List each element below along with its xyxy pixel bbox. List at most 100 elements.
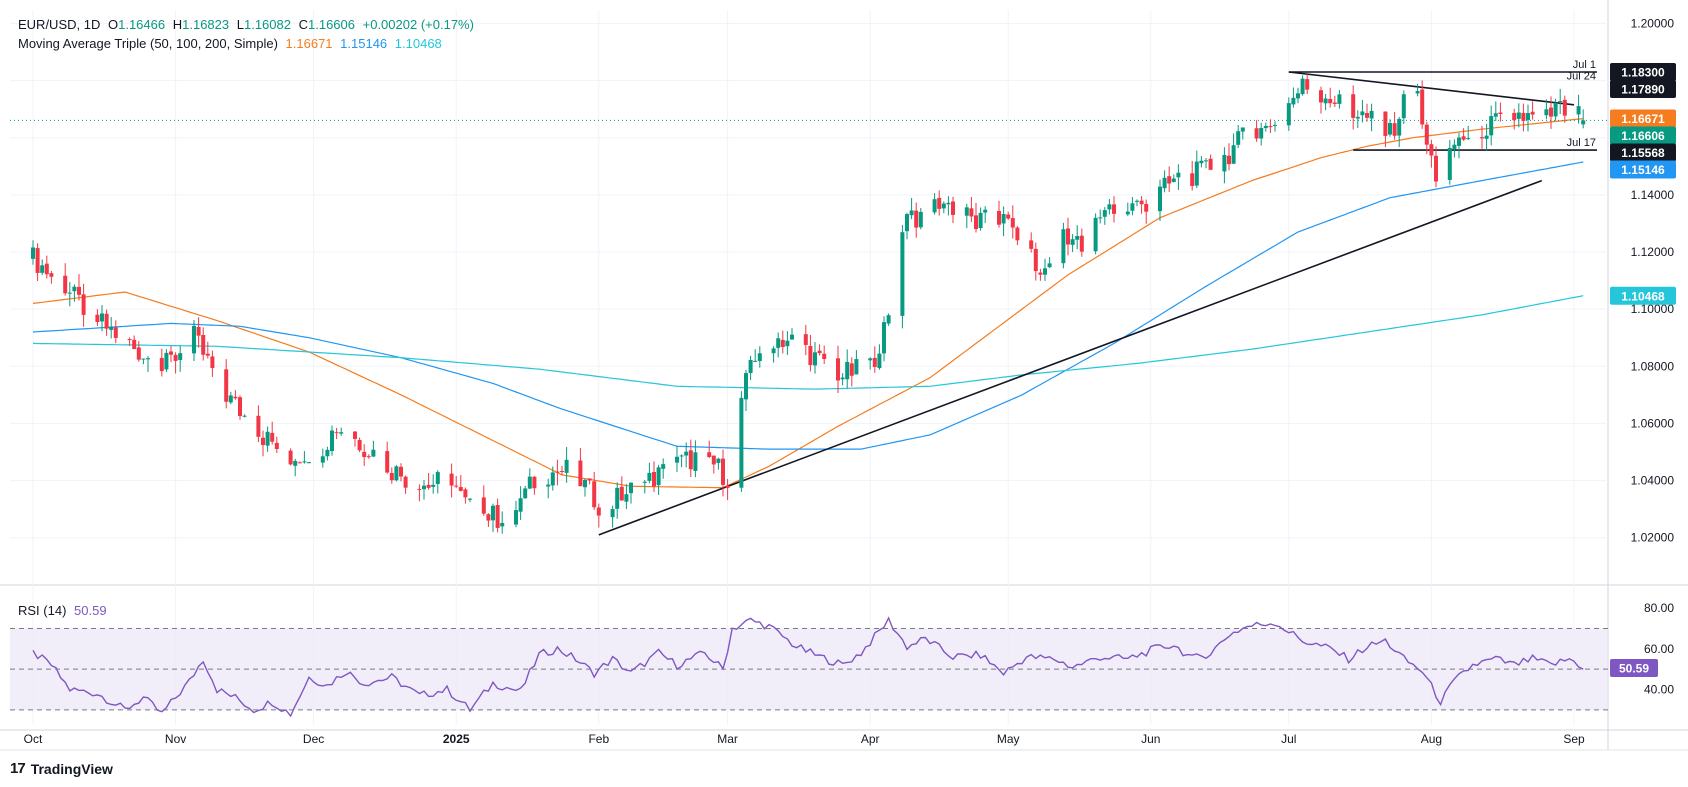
candle-body — [399, 466, 403, 477]
candle-body — [1167, 176, 1172, 184]
candle-body — [1576, 106, 1581, 115]
candle-body — [196, 326, 201, 336]
candle-body — [1328, 98, 1333, 104]
candle-body — [40, 265, 45, 273]
candle-body — [334, 432, 339, 434]
candle-body — [265, 431, 270, 446]
ma-title[interactable]: Moving Average Triple (50, 100, 200, Sim… — [18, 36, 278, 51]
candle-body — [495, 505, 500, 528]
candle-body — [918, 211, 923, 228]
candle-body — [1493, 113, 1498, 117]
time-axis[interactable]: Oct Nov Dec 2025 Feb Mar Apr May Jun Jul Aug Sep — [24, 732, 1585, 746]
ohlc-legend[interactable]: EUR/USD, 1D O1.16466 H1.16823 L1.16082 C… — [18, 17, 474, 32]
price-tick-label: 1.20000 — [1631, 16, 1675, 30]
candle-body — [454, 485, 459, 487]
candle-body — [1401, 94, 1406, 119]
candle-body — [1484, 135, 1489, 139]
candle-body — [684, 451, 689, 456]
candle-body — [353, 431, 357, 439]
moving-average-lines — [32, 118, 1584, 489]
candle-body — [518, 498, 523, 512]
candle-body — [1553, 102, 1558, 117]
candle-body — [964, 207, 969, 216]
candle-body — [1254, 128, 1259, 139]
candle-body — [877, 353, 882, 369]
time-tick-label: Apr — [861, 732, 880, 746]
candle-body — [72, 286, 77, 292]
time-tick-label: 2025 — [443, 732, 470, 746]
tradingview-branding[interactable]: 17 TradingView — [10, 760, 113, 777]
ma-legend[interactable]: Moving Average Triple (50, 100, 200, Sim… — [18, 36, 442, 51]
candle-body — [1415, 91, 1420, 94]
candle-body — [491, 505, 495, 521]
candle-body — [785, 340, 790, 347]
candle-body — [1033, 248, 1038, 272]
candle-body — [693, 452, 698, 471]
candle-body — [868, 358, 873, 361]
candle-body — [1526, 113, 1530, 120]
candle-body — [1158, 186, 1162, 212]
candle-body — [173, 354, 178, 361]
ma50-value: 1.16671 — [285, 36, 333, 51]
candle-body — [233, 396, 238, 399]
candle-body — [164, 352, 169, 370]
candle-body — [417, 488, 422, 490]
candle-body — [371, 449, 376, 457]
rsi-title[interactable]: RSI (14) — [18, 603, 67, 618]
candle-body — [969, 208, 974, 217]
candle-body — [458, 487, 463, 491]
candle-body — [1107, 204, 1112, 210]
ma-line — [32, 118, 1584, 489]
candle-body — [1498, 112, 1503, 115]
price-label-box — [1610, 143, 1676, 162]
price-label-tag: Jul 17 — [1567, 137, 1596, 149]
candle-body — [205, 353, 210, 356]
price-label-text: 1.16606 — [1621, 129, 1665, 143]
candle-body — [711, 455, 716, 465]
candle-body — [1194, 161, 1199, 186]
candle-body — [146, 358, 150, 360]
candle-body — [224, 369, 229, 402]
high-value: 1.16823 — [182, 17, 230, 32]
price-label-box — [1610, 109, 1676, 128]
candle-body — [1015, 227, 1020, 241]
symbol-label[interactable]: EUR/USD, 1D — [18, 17, 101, 32]
candle-body — [1447, 147, 1452, 180]
candle-body — [242, 415, 247, 417]
candle-body — [905, 214, 909, 232]
candle-body — [330, 430, 334, 451]
candle-body — [228, 395, 233, 403]
candle-body — [629, 482, 633, 494]
price-label-text: 1.17890 — [1621, 83, 1665, 97]
candle-body — [661, 464, 666, 469]
ma-line — [32, 161, 1584, 450]
rsi-pane: 80.00 60.00 40.00 50.59 — [10, 601, 1674, 718]
candle-body — [463, 489, 468, 498]
candle-body — [113, 327, 118, 338]
candle-body — [403, 476, 408, 488]
low-label: L — [236, 17, 244, 32]
candle-body — [1581, 120, 1586, 125]
candle-body — [615, 487, 620, 509]
candle-body — [1263, 125, 1268, 129]
candle-body — [210, 356, 215, 369]
candle-body — [1070, 239, 1075, 245]
price-label-text: 1.18300 — [1621, 66, 1665, 80]
candle-body — [1010, 218, 1015, 228]
candle-body — [1558, 101, 1563, 103]
candle-body — [77, 286, 81, 295]
trendline — [1288, 71, 1575, 106]
trendline — [598, 179, 1543, 536]
change-value: +0.00202 (+0.17%) — [362, 17, 474, 32]
candle-body — [339, 432, 344, 434]
candle-body — [1323, 98, 1328, 104]
candle-body — [320, 456, 325, 463]
candle-body — [141, 358, 146, 360]
candle-body — [514, 510, 518, 525]
candle-body — [1365, 113, 1369, 118]
time-tick-label: Jun — [1141, 732, 1160, 746]
rsi-legend[interactable]: RSI (14) 50.59 — [18, 603, 107, 618]
price-axis[interactable]: 1.200001.180001.160001.140001.120001.100… — [1567, 16, 1676, 545]
candle-body — [1171, 178, 1176, 182]
candle-body — [679, 455, 684, 457]
